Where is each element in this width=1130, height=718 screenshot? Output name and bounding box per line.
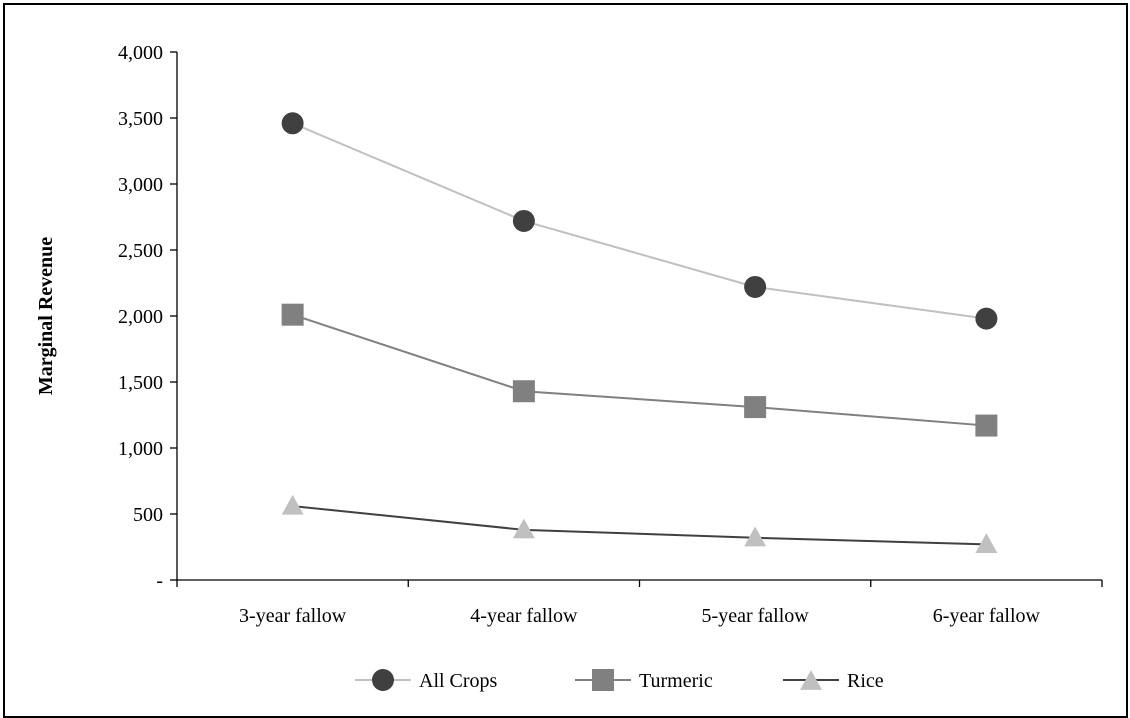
series-line-rice bbox=[292, 505, 987, 546]
y-tick-label: 2,000 bbox=[118, 306, 163, 328]
legend-item-turmeric: Turmeric bbox=[575, 669, 713, 692]
legend-label: Turmeric bbox=[639, 670, 713, 692]
y-tick-label: 2,500 bbox=[118, 240, 163, 262]
y-tick-label: 1,000 bbox=[118, 438, 163, 460]
series-group bbox=[281, 112, 998, 553]
y-tick-label: - bbox=[156, 570, 163, 592]
y-tick-label: 1,500 bbox=[118, 372, 163, 394]
line-chart: -5001,0001,5002,0002,5003,0003,5004,000 … bbox=[35, 42, 1103, 692]
legend-marker bbox=[800, 670, 822, 690]
data-point-turmeric bbox=[281, 303, 304, 326]
data-point-all-crops bbox=[512, 209, 535, 232]
series-all-crops bbox=[281, 112, 998, 330]
y-axis-label: Marginal Revenue bbox=[35, 237, 57, 395]
data-point-rice bbox=[281, 494, 304, 515]
x-tick-label: 6-year fallow bbox=[933, 605, 1041, 627]
legend-label: All Crops bbox=[419, 670, 498, 692]
data-point-rice bbox=[975, 533, 998, 553]
data-point-rice bbox=[512, 518, 535, 539]
series-line-turmeric bbox=[292, 313, 987, 427]
chart-frame: -500 1,000 1,500 2,000 2,500 3,000 3,500 4,000 … bbox=[3, 3, 1128, 718]
x-tick-label: 3-year fallow bbox=[239, 605, 347, 627]
x-tick-label: 5-year fallow bbox=[702, 605, 810, 627]
data-point-turmeric bbox=[512, 380, 535, 403]
data-point-all-crops bbox=[975, 307, 998, 330]
series-rice bbox=[281, 494, 998, 553]
legend-marker bbox=[592, 669, 614, 691]
series-line-all-crops bbox=[292, 122, 987, 320]
data-point-all-crops bbox=[281, 112, 304, 135]
series-turmeric bbox=[281, 303, 998, 437]
y-tick-label: 3,000 bbox=[118, 174, 163, 196]
y-axis-ticks: - 500 1,000 1,500 2,000 2,500 3,000 3,500 4,000 bbox=[118, 42, 177, 592]
legend-item-rice: Rice bbox=[783, 670, 884, 692]
legend-label: Rice bbox=[847, 670, 884, 692]
y-tick-label: 500 bbox=[133, 504, 163, 526]
data-point-turmeric bbox=[744, 396, 767, 419]
legend: All Crops Turmeric Rice bbox=[355, 669, 884, 692]
data-point-turmeric bbox=[975, 414, 998, 437]
legend-marker bbox=[372, 669, 394, 691]
data-point-all-crops bbox=[744, 275, 767, 298]
x-axis-ticks: 3-year fallow 4-year fallow 5-year fallow 6… bbox=[176, 580, 1103, 627]
y-tick-label: 4,000 bbox=[118, 42, 163, 64]
x-tick-label: 4-year fallow bbox=[470, 605, 578, 627]
legend-item-all-crops: All Crops bbox=[355, 669, 498, 692]
data-point-rice bbox=[744, 526, 767, 547]
y-tick-label: 3,500 bbox=[118, 108, 163, 130]
